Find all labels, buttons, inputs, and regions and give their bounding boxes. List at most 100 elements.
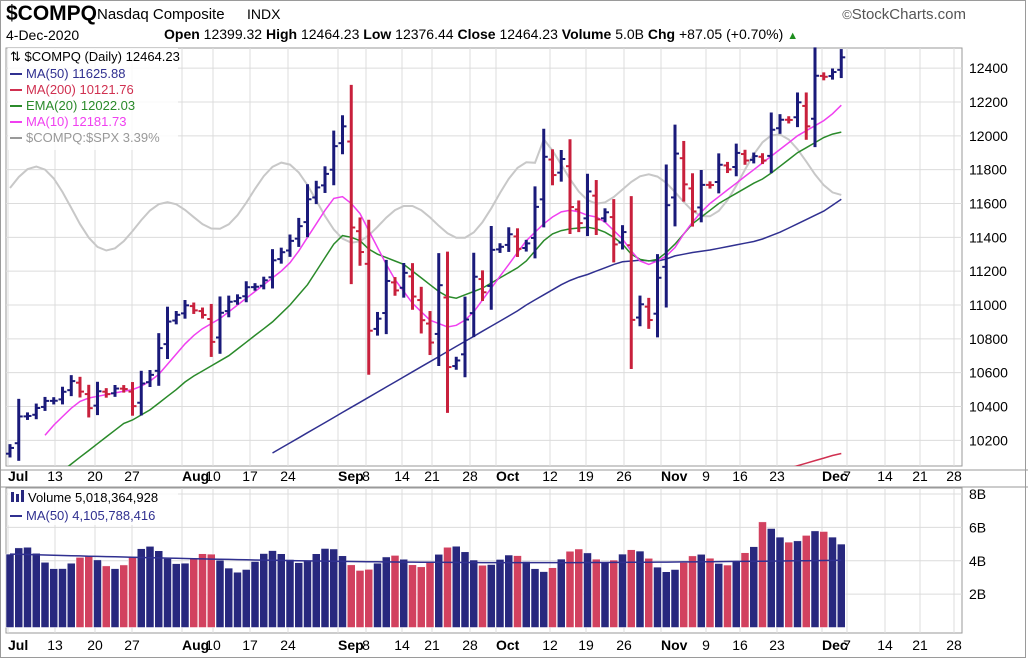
volume-bar (40, 562, 50, 628)
ohlc-bar (23, 412, 32, 420)
volume-bar (110, 568, 120, 628)
up-arrow-icon: ▲ (787, 30, 799, 42)
volume-bar (600, 562, 610, 628)
ma200-line (793, 452, 842, 466)
volume-bar (312, 553, 321, 628)
ohlc-bar (478, 270, 487, 302)
x-tick-label: 23 (769, 637, 785, 653)
ohlc-bar (811, 47, 819, 148)
legend-entry: MA(50) 11625.88 (26, 66, 126, 81)
x-tick-label: 10 (205, 637, 221, 653)
x-tick-label: 14 (877, 637, 893, 653)
volume-legend: Volume 5,018,364,928 MA(50) 4,105,788,416 (8, 489, 178, 525)
ohlc-bar (14, 398, 23, 461)
x-tick-label: 16 (732, 468, 748, 484)
ma10-line (44, 104, 842, 436)
chg-value: +87.05 (+0.70%) (679, 26, 784, 42)
ohlc-bar (321, 166, 329, 193)
ohlc-bar (181, 300, 189, 319)
volume-bar (154, 550, 163, 628)
x-tick-label: 23 (769, 468, 785, 484)
low-label: Low (363, 26, 392, 42)
ohlc-bar (119, 385, 128, 393)
volume-bar (242, 569, 251, 628)
high-label: High (265, 26, 298, 42)
volume-bar (67, 562, 76, 628)
open-value: 12399.32 (203, 26, 263, 42)
volume-bar (592, 558, 601, 628)
legend-entry: EMA(20) 12022.03 (26, 98, 135, 113)
volume-bar (145, 546, 155, 628)
ohlc-bar (574, 200, 583, 233)
volume-bar (180, 562, 190, 628)
ohlc-bar (644, 297, 653, 329)
volume-ma50-line (9, 553, 842, 564)
watermark[interactable]: ©StockCharts.com (842, 6, 966, 23)
x-tick-label: Sep (338, 468, 364, 484)
volume-bar (5, 553, 15, 628)
close-value: 12464.23 (499, 26, 558, 42)
ohlc-bar (242, 281, 251, 303)
ohlc-bar (662, 164, 671, 308)
ohlc-bar (697, 170, 706, 223)
ohlc-bar (784, 116, 793, 124)
x-tick-label: 27 (124, 637, 140, 653)
volume-bar (653, 566, 662, 628)
y-tick-label: 2B (969, 586, 986, 602)
y-tick-label: 12200 (969, 94, 1008, 110)
y-tick-label: 8B (969, 486, 986, 502)
ohlc-bar (522, 239, 531, 252)
price-legend-title: ⇅ $COMPQ (Daily) 12464.23 (10, 49, 180, 64)
y-tick-label: 11400 (969, 229, 1007, 245)
ohlc-bar (723, 161, 732, 174)
ohlc-bar (251, 283, 259, 291)
ohlc-bar (828, 68, 837, 80)
x-tick-label: 21 (424, 637, 440, 653)
ohlc-bar (128, 382, 137, 416)
price-plot-border (5, 47, 963, 467)
volume-bar (740, 552, 750, 628)
volume-bar (802, 535, 811, 628)
x-tick-label: 14 (877, 468, 893, 484)
x-tick-label: Dec (822, 468, 848, 484)
y-tick-label: 4B (969, 553, 986, 569)
y-tick-label: 10200 (969, 432, 1008, 448)
volume-bar (548, 567, 557, 628)
volume-bar (75, 557, 85, 628)
x-tick-label: 21 (424, 468, 440, 484)
volume-bar (250, 561, 260, 628)
x-tick-label: 17 (242, 468, 258, 484)
ohlc-bar (41, 396, 49, 411)
ohlc-bar (382, 259, 391, 335)
volume-bar (635, 550, 645, 628)
low-value: 12376.44 (395, 26, 454, 42)
exchange-label: INDX (247, 6, 281, 22)
volume-bar (837, 543, 846, 628)
ohlc-bar (671, 124, 679, 227)
ohlc-bar (802, 92, 811, 140)
volume-bar (259, 553, 268, 628)
volume-bar (784, 541, 793, 628)
ticker-symbol[interactable]: $COMPQ (6, 2, 98, 25)
x-tick-label: 8 (362, 468, 370, 484)
x-tick-label: Jul (8, 468, 28, 484)
volume-legend-entry: MA(50) 4,105,788,416 (26, 508, 155, 523)
x-tick-label: 16 (732, 637, 748, 653)
legend-background (8, 489, 178, 525)
ohlc-bar (539, 128, 548, 228)
ohlc-bar (819, 72, 828, 81)
ohlc-bar (767, 112, 776, 174)
legend-entry: MA(200) 10121.76 (26, 82, 134, 97)
x-tick-label: 10 (205, 468, 221, 484)
volume-bar (320, 548, 330, 628)
ohlc-bar (636, 295, 644, 327)
ohlc-bar (102, 388, 111, 398)
ohlc-bar (198, 307, 207, 319)
legend-entry: MA(10) 12181.73 (26, 114, 126, 129)
x-tick-label: 28 (946, 468, 962, 484)
volume-bar (452, 545, 461, 628)
volume-bar (618, 553, 627, 628)
ohlc-bar (592, 180, 601, 236)
